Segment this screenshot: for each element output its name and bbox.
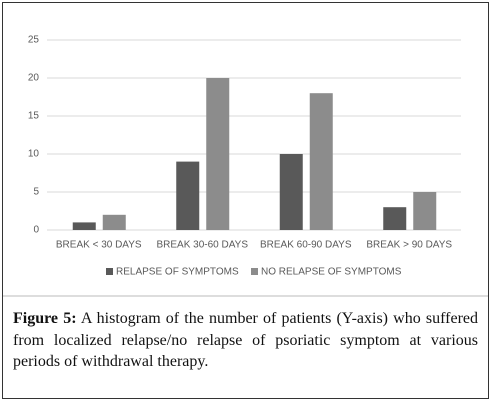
caption-text: A histogram of the number of patients (Y… [13, 310, 478, 370]
figure: 0 5 10 15 20 25 BREAK < 30 DAYS BREAK 30-60 DAY… [2, 2, 489, 399]
bar [206, 78, 230, 230]
caption: Figure 5: A histogram of the number of p… [13, 308, 478, 373]
y-tick-label: 5 [33, 187, 39, 198]
y-tick-label: 15 [28, 111, 40, 122]
y-tick-label: 0 [33, 225, 39, 236]
bar [309, 93, 333, 230]
legend-label: RELAPSE OF SYMPTOMS [116, 267, 239, 278]
y-tick-label: 10 [28, 149, 40, 160]
chart: 0 5 10 15 20 25 BREAK < 30 DAYS BREAK 30-60 DAY… [3, 35, 488, 297]
x-tick-label: BREAK 60-90 DAYS [260, 240, 352, 251]
legend-swatch [251, 268, 258, 275]
legend-label: NO RELAPSE OF SYMPTOMS [261, 267, 402, 278]
bar [279, 154, 303, 230]
bar [176, 161, 200, 230]
bar [72, 222, 96, 230]
bar [102, 214, 126, 230]
bar [413, 192, 437, 230]
y-tick-label: 25 [28, 35, 40, 46]
y-tick-label: 20 [28, 73, 40, 84]
x-tick-label: BREAK < 30 DAYS [56, 240, 142, 251]
x-tick-label: BREAK 30-60 DAYS [156, 240, 248, 251]
x-tick-label: BREAK > 90 DAYS [366, 240, 452, 251]
legend-swatch [106, 268, 113, 275]
bar [383, 207, 407, 230]
caption-label: Figure 5: [13, 310, 77, 327]
